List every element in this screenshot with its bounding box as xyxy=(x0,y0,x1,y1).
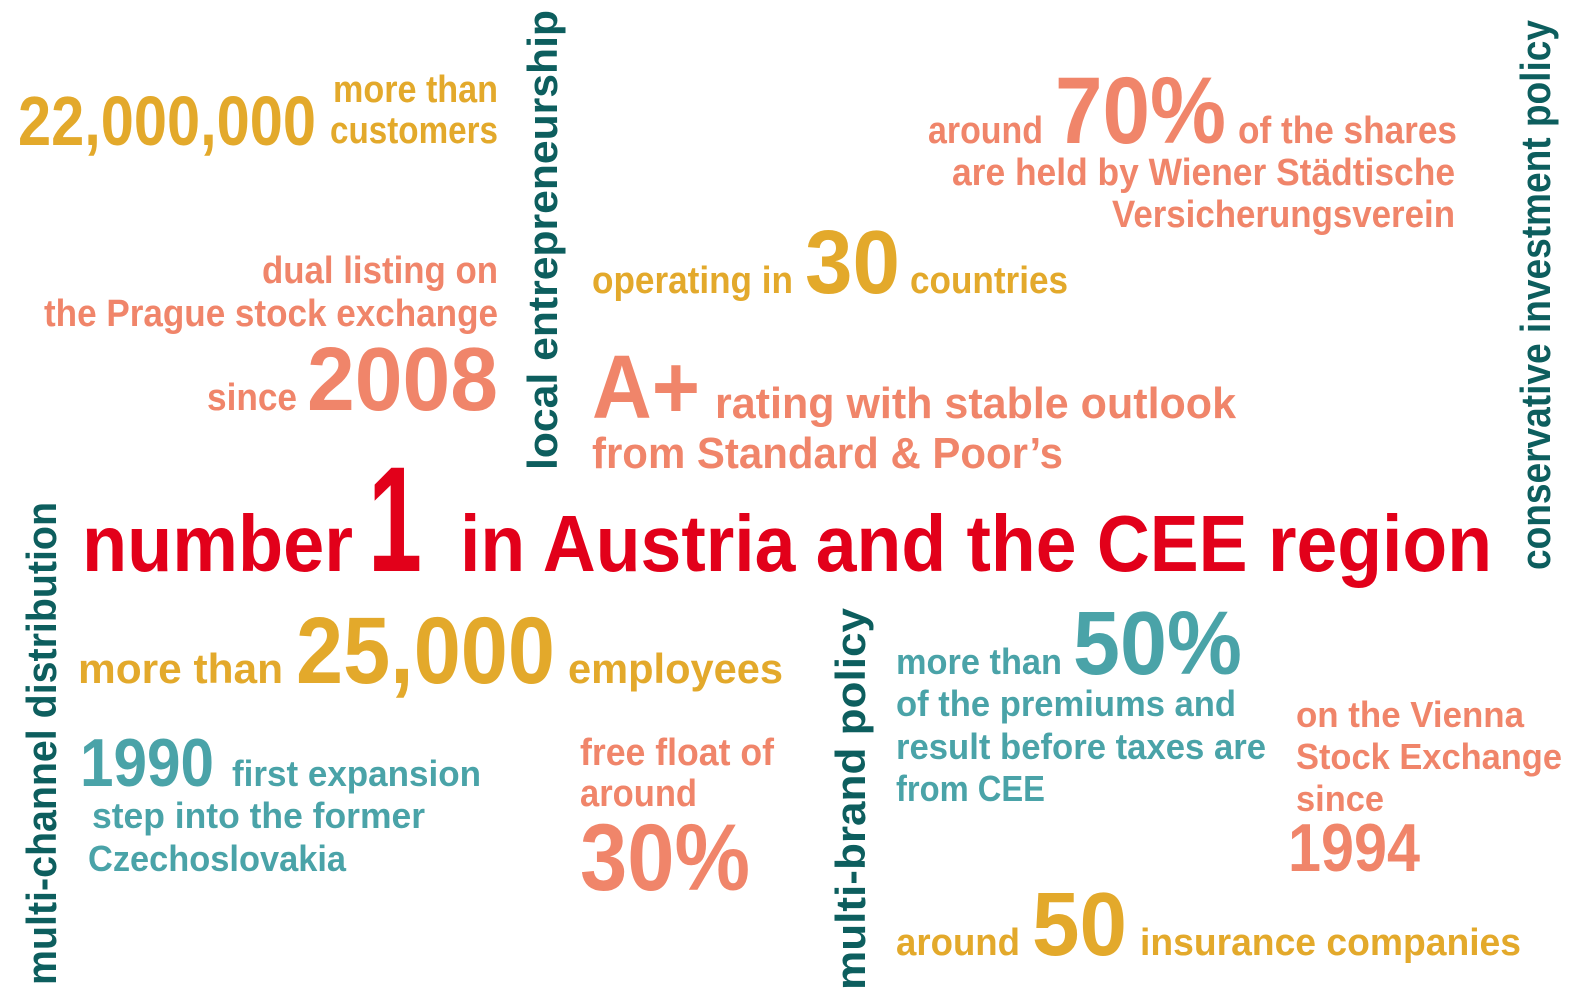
caption: step into the former xyxy=(92,795,425,836)
caption: around xyxy=(928,110,1043,152)
caption: insurance companies xyxy=(1140,922,1521,964)
caption: Czechoslovakia xyxy=(88,838,347,879)
key-figure: 30% xyxy=(580,805,750,911)
caption: the Prague stock exchange xyxy=(44,293,498,335)
caption: from CEE xyxy=(896,768,1045,809)
key-figure: 1994 xyxy=(1288,810,1420,886)
caption: of the premiums and xyxy=(896,683,1236,724)
caption: around xyxy=(896,922,1020,964)
key-figure: 30 xyxy=(805,213,900,313)
caption: more than xyxy=(896,641,1062,682)
caption: Stock Exchange xyxy=(1296,736,1562,777)
caption: operating in xyxy=(592,260,793,302)
caption: are held by Wiener Städtische xyxy=(952,152,1455,194)
caption: number xyxy=(82,499,353,588)
key-figure: 2008 xyxy=(307,330,498,430)
caption: around xyxy=(580,773,697,815)
caption: since xyxy=(1296,778,1384,819)
caption: employees xyxy=(568,645,783,692)
caption: countries xyxy=(910,260,1068,302)
caption: from Standard & Poor’s xyxy=(592,429,1063,478)
vertical-label: multi-brand policy xyxy=(827,607,874,990)
caption: rating with stable outlook xyxy=(715,379,1237,428)
key-figure: 50% xyxy=(1073,594,1242,694)
key-figure: A+ xyxy=(592,338,700,438)
key-figure: 1990 xyxy=(80,725,214,801)
caption: on the Vienna xyxy=(1296,694,1525,735)
key-figure: 25,000 xyxy=(296,598,555,704)
vertical-label: conservative investment policy xyxy=(1512,19,1559,570)
caption: customers xyxy=(330,110,498,152)
caption: since xyxy=(207,377,297,419)
vertical-label: local entrepreneurship xyxy=(519,10,566,470)
key-figure: 50 xyxy=(1032,875,1127,975)
caption: first expansion xyxy=(232,753,481,794)
vertical-label: multi-channel distribution xyxy=(18,502,65,985)
caption: in Austria and the CEE region xyxy=(460,499,1492,588)
caption: Versicherungsverein xyxy=(1112,194,1455,236)
caption: more than xyxy=(78,645,283,692)
key-figure: 70% xyxy=(1055,58,1226,164)
caption: of the shares xyxy=(1238,110,1457,152)
caption: dual listing on xyxy=(262,250,498,292)
key-figure: 1 xyxy=(368,435,422,603)
caption: free float of xyxy=(580,732,774,774)
key-figure: 22,000,000 xyxy=(18,82,316,160)
caption: more than xyxy=(333,69,498,111)
caption: result before taxes are xyxy=(896,726,1266,767)
